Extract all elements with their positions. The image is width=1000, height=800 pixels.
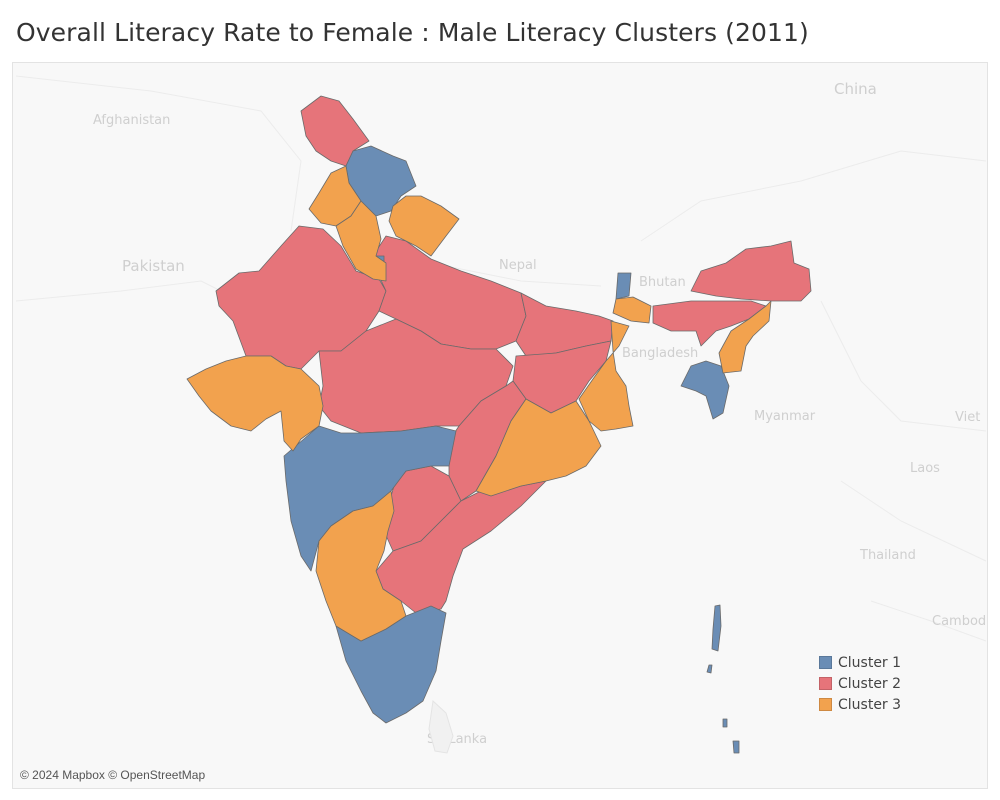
state-assam[interactable] — [652, 300, 767, 347]
legend-swatch — [819, 698, 832, 711]
chart-title: Overall Literacy Rate to Female : Male L… — [16, 18, 809, 47]
legend-swatch — [819, 656, 832, 669]
state-tripura-mizoram[interactable] — [680, 360, 730, 420]
india-states — [186, 95, 812, 754]
legend-item-cluster-2[interactable]: Cluster 2 — [819, 673, 901, 694]
legend-label: Cluster 2 — [838, 675, 902, 692]
legend-item-cluster-1[interactable]: Cluster 1 — [819, 652, 901, 673]
label-nepal: Nepal — [499, 258, 537, 273]
label-china: China — [834, 80, 877, 98]
legend-item-cluster-3[interactable]: Cluster 3 — [819, 694, 901, 715]
state-haryana[interactable] — [335, 200, 387, 282]
state-sikkim[interactable] — [615, 272, 632, 300]
sri-lanka-shape — [428, 699, 454, 754]
map-view[interactable]: Afghanistan Pakistan China Nepal Bhutan … — [12, 62, 988, 789]
label-laos: Laos — [910, 461, 940, 476]
label-afghanistan: Afghanistan — [93, 113, 170, 128]
label-cambodia: Cambodia — [932, 614, 987, 629]
state-uttarakhand[interactable] — [388, 195, 460, 257]
map-canvas[interactable]: Afghanistan Pakistan China Nepal Bhutan … — [13, 63, 987, 788]
state-west-bengal[interactable] — [578, 320, 634, 432]
label-bhutan: Bhutan — [639, 275, 686, 290]
label-pakistan: Pakistan — [122, 257, 185, 275]
state-nagaland-manipur[interactable] — [718, 300, 772, 374]
map-attribution[interactable]: © 2024 Mapbox © OpenStreetMap — [20, 768, 206, 782]
legend: Cluster 1 Cluster 2 Cluster 3 — [819, 652, 901, 715]
label-bangladesh: Bangladesh — [622, 346, 698, 361]
label-myanmar: Myanmar — [754, 409, 816, 424]
label-viet: Viet — [955, 410, 980, 425]
legend-label: Cluster 1 — [838, 654, 902, 671]
state-gujarat[interactable] — [186, 355, 324, 452]
label-thailand: Thailand — [859, 548, 916, 563]
legend-label: Cluster 3 — [838, 696, 902, 713]
state-karnataka[interactable] — [315, 490, 407, 642]
state-andaman-nicobar[interactable] — [706, 604, 740, 754]
legend-swatch — [819, 677, 832, 690]
basemap-borders — [15, 75, 987, 642]
state-northeast-arunachal[interactable] — [690, 240, 812, 302]
state-north-bengal[interactable] — [612, 296, 652, 324]
state-odisha[interactable] — [475, 398, 602, 497]
